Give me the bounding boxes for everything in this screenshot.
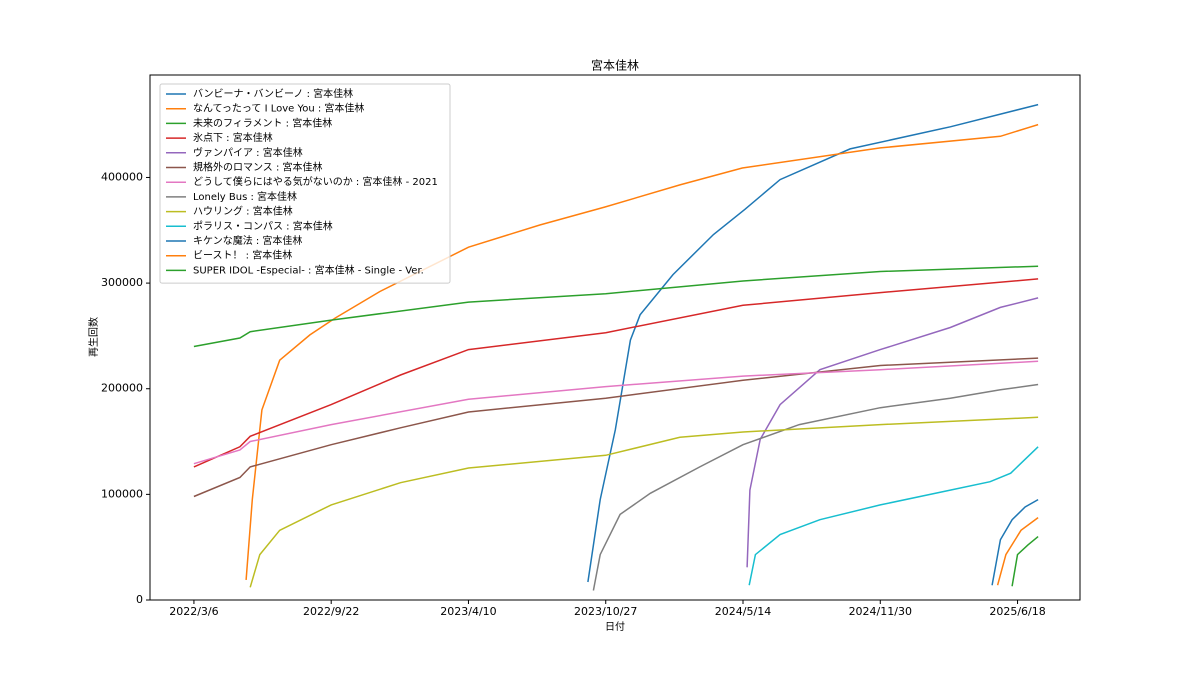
legend-label: バンビーナ・バンビーノ : 宮本佳林 [193,87,353,100]
legend-label: 氷点下 : 宮本佳林 [193,131,273,144]
x-tick-label: 2024/5/14 [715,605,771,618]
legend-label: ヴァンパイア : 宮本佳林 [193,146,303,159]
series-line [193,360,1039,465]
legend-label: ポラリス・コンパス : 宮本佳林 [193,219,333,232]
y-tick-label: 100000 [101,487,143,500]
series-line [587,103,1039,583]
series-line [1011,536,1039,587]
y-tick-label: 400000 [101,170,143,183]
legend-label: 未来のフィラメント : 宮本佳林 [193,116,332,129]
legend-label: Lonely Bus : 宮本佳林 [193,190,297,203]
series-line [193,278,1039,468]
legend-box [159,83,451,284]
series-line [592,383,1039,591]
chart-title: 宮本佳林 [591,58,639,73]
x-tick-label: 2023/10/27 [574,605,637,618]
x-tick-label: 2024/11/30 [849,605,912,618]
legend-label: 規格外のロマンス : 宮本佳林 [193,161,323,174]
series-line [991,498,1039,586]
series-line [746,297,1039,568]
series-line [249,416,1039,588]
y-tick-label: 300000 [101,276,143,289]
legend-label: なんてったって I Love You : 宮本佳林 [193,102,364,115]
legend-label: ビースト！ : 宮本佳林 [193,249,292,262]
y-tick-label: 200000 [101,382,143,395]
plot-frame [149,74,1081,601]
x-axis-label: 日付 [605,620,625,633]
series-line [193,265,1039,348]
series-line [245,123,1039,580]
legend-label: ハウリング : 宮本佳林 [193,205,293,218]
x-tick-label: 2022/3/6 [169,605,218,618]
series-line [748,446,1039,586]
y-tick-label: 0 [136,593,143,606]
series-line [996,516,1039,586]
legend-label: キケンな魔法 : 宮本佳林 [193,234,302,247]
legend-label: どうして僕らにはやる気がないのか : 宮本佳林 - 2021 [193,175,438,188]
x-tick-label: 2023/4/10 [440,605,496,618]
y-axis-label: 再生回数 [87,317,100,357]
x-tick-label: 2025/6/18 [989,605,1045,618]
x-tick-label: 2022/9/22 [303,605,359,618]
legend-label: SUPER IDOL -Especial- : 宮本佳林 - Single - … [193,263,424,276]
